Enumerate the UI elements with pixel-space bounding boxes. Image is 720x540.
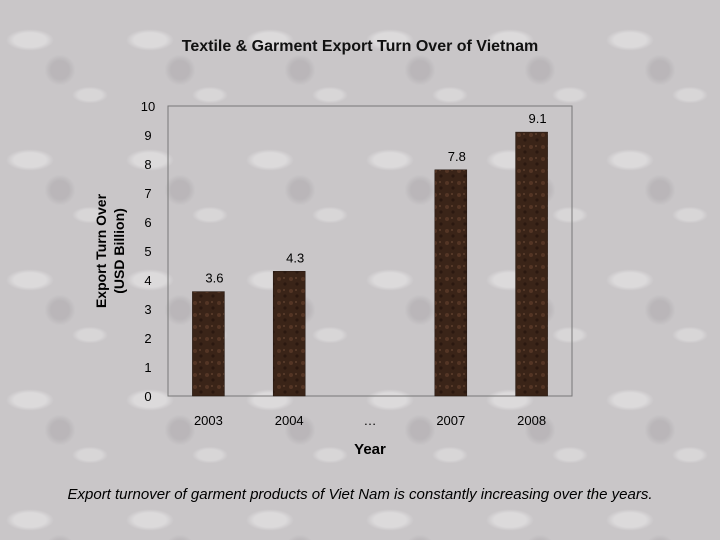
y-tick-label: 2	[144, 331, 151, 346]
x-tick-label: …	[364, 413, 377, 428]
y-axis-label-line2: (USD Billion)	[111, 208, 127, 294]
y-tick-label: 1	[144, 360, 151, 375]
y-tick-label: 8	[144, 157, 151, 172]
bar-2004	[272, 271, 306, 397]
data-label-2008: 9.1	[529, 111, 547, 126]
x-axis-label: Year	[354, 441, 386, 458]
x-tick-label: 2004	[275, 413, 304, 428]
data-label-2003: 3.6	[205, 271, 223, 286]
y-tick-label: 3	[144, 302, 151, 317]
bar-2007	[434, 169, 468, 397]
y-tick-label: 5	[144, 244, 151, 259]
x-tick-label: 2003	[194, 413, 223, 428]
y-tick-label: 4	[144, 273, 151, 288]
x-tick-label: 2008	[517, 413, 546, 428]
x-tick-label: 2007	[436, 413, 465, 428]
y-tick-label: 6	[144, 215, 151, 230]
slide-caption: Export turnover of garment products of V…	[67, 486, 653, 503]
y-tick-label: 0	[144, 389, 151, 404]
y-tick-label: 9	[144, 128, 151, 143]
y-axis-label-line1: Export Turn Over	[93, 193, 109, 308]
bar-2003	[192, 291, 225, 397]
data-label-2007: 7.8	[448, 149, 466, 164]
plot-area	[167, 105, 573, 397]
bar-2008	[515, 131, 548, 397]
data-label-2004: 4.3	[286, 250, 304, 265]
chart-title: Textile & Garment Export Turn Over of Vi…	[181, 38, 539, 55]
y-tick-label: 10	[141, 99, 155, 114]
y-tick-label: 7	[144, 186, 151, 201]
